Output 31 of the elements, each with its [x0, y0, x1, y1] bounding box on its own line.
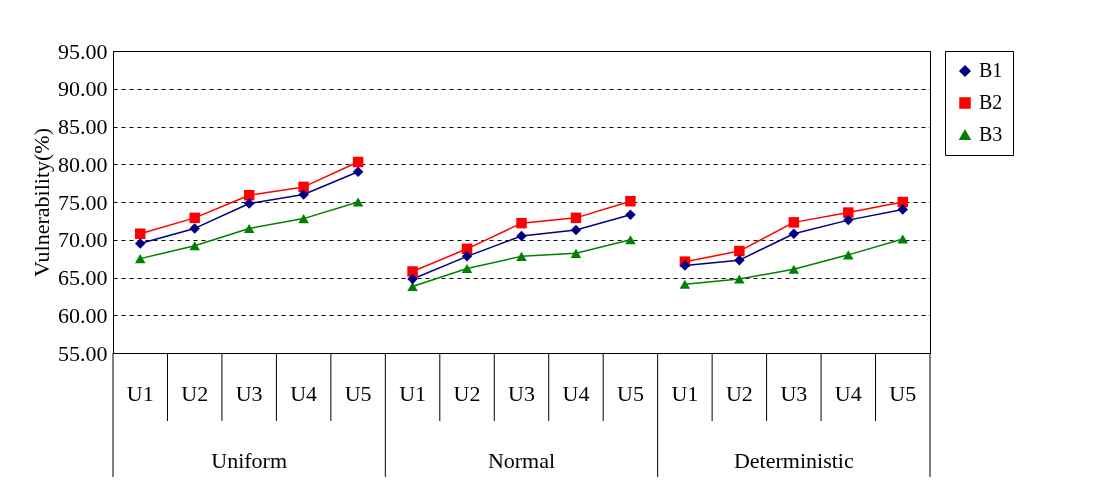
y-tick-label: 70.00 [58, 227, 108, 253]
x-tick-label: U4 [562, 380, 590, 406]
x-tick-label: U4 [290, 380, 318, 406]
y-tick-label: 90.00 [58, 76, 108, 102]
y-tick-label: 75.00 [58, 189, 108, 215]
x-tick-label: U1 [399, 380, 427, 406]
x-tick-label: U2 [725, 380, 753, 406]
legend-label: B2 [979, 91, 1003, 113]
legend-label: B3 [979, 123, 1003, 145]
x-tick-label: U4 [834, 380, 862, 406]
y-tick-label: 60.00 [58, 302, 108, 328]
y-tick-label: 95.00 [58, 38, 108, 64]
legend-label: B1 [979, 59, 1003, 81]
y-tick-label: 85.00 [58, 114, 108, 139]
x-tick-label: U3 [508, 380, 535, 406]
y-tick-label: 55.00 [58, 340, 108, 366]
x-tick-label: U5 [344, 380, 372, 406]
text: Uniform [211, 448, 288, 473]
x-tick-label: U1 [671, 380, 699, 406]
x-tick-label: U5 [616, 380, 644, 406]
y-axis-title: Vulnerability(%) [29, 128, 54, 277]
x-tick-label: U2 [181, 380, 209, 406]
text: Deterministic [733, 448, 854, 473]
y-tick-label: 80.00 [58, 151, 108, 177]
x-tick-label: U1 [126, 380, 154, 406]
x-tick-label: U2 [453, 380, 481, 406]
y-tick-label: 65.00 [58, 265, 108, 290]
text: Normal [487, 448, 556, 473]
x-tick-label: U3 [780, 380, 808, 406]
x-tick-label: U5 [889, 380, 917, 406]
x-tick-label: U3 [235, 380, 263, 406]
